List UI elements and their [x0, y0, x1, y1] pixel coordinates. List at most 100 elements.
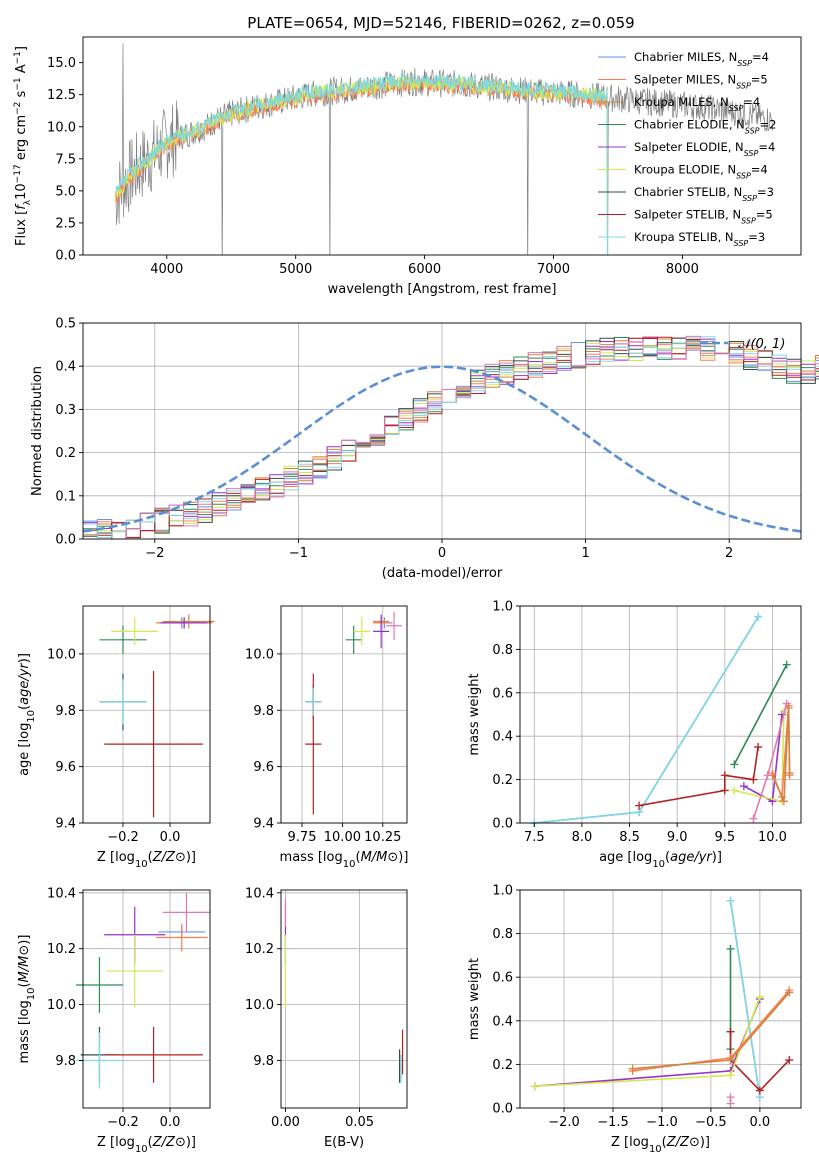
x-tick-label: −2 [145, 546, 164, 561]
y-tick-label: 0.4 [55, 360, 76, 375]
weight-marker [749, 814, 758, 823]
spectrum-model-line [114, 74, 609, 255]
y-tick-label: 0.6 [492, 971, 513, 986]
weight-line [729, 1031, 790, 1092]
weight-line [534, 996, 761, 1087]
y-axis-label: mass [log10(M/M⊙)] [17, 935, 37, 1064]
mass-vs-Z-panel: −0.2 0.0 9.8 10.0 10.2 10.4 Z [log10(Z/Z⊙)] mas… [17, 886, 211, 1155]
weight-marker [628, 1064, 637, 1073]
y-tick-label: 10.0 [245, 998, 274, 1013]
y-tick-label: 0.0 [492, 817, 513, 832]
x-axis-label: (data-model)/error [382, 566, 503, 581]
residuals-legend: 𝒩(0, 1) [700, 337, 785, 352]
weight-marker [755, 1086, 764, 1095]
x-axis-label: age [log10(age/yr)] [599, 850, 722, 870]
x-tick-label: 9.5 [714, 830, 735, 845]
weight-marker [635, 801, 644, 810]
y-tick-label: 10.0 [47, 647, 76, 662]
weight-line [534, 998, 761, 1087]
figure-title: PLATE=0654, MJD=52146, FIBERID=0262, z=0… [247, 14, 634, 32]
x-tick-label: 5000 [279, 262, 312, 277]
y-tick-label: 0.8 [492, 927, 513, 942]
x-tick-label: 0.0 [750, 1115, 771, 1130]
x-tick-label: 7.5 [524, 830, 545, 845]
axes-frame [280, 889, 408, 1109]
weight-line [638, 746, 759, 807]
grid [83, 890, 210, 1108]
weights-vs-age-panel: 7.5 8.0 8.5 9.0 9.5 10.0 0.0 0.2 0.4 0.6 0.8 1.0 age… [467, 600, 802, 870]
x-tick-label: −1 [289, 546, 308, 561]
legend-label: Salpeter MILES, NSSP=5 [634, 73, 768, 91]
residuals-panel: −2 −1 0 1 2 0.0 0.1 0.2 0.3 0.4 0.5 (data-model)/er… [30, 317, 819, 581]
y-tick-label: 10.0 [47, 120, 76, 135]
panels: 4000 5000 6000 7000 80000.02.55.07.510.012.5… [13, 36, 819, 1155]
y-tick-label: 10.0 [245, 647, 274, 662]
weight-marker [755, 992, 764, 1001]
y-tick-label: 0.6 [492, 686, 513, 701]
x-axis-label: Z [log10(Z/Z⊙)] [97, 850, 196, 870]
weight-marker [726, 1056, 735, 1065]
x-tick-label: 0.0 [160, 830, 181, 845]
x-axis-label: wavelength [Angstrom, rest frame] [328, 282, 557, 297]
x-tick-label: 0.0 [160, 1115, 181, 1130]
grid [83, 322, 801, 540]
y-tick-label: 0.0 [55, 533, 76, 548]
x-tick-label: −1.0 [646, 1115, 678, 1130]
weight-line [729, 900, 761, 1098]
y-tick-label: 9.6 [55, 760, 76, 775]
legend-label: Chabrier MILES, NSSP=4 [634, 50, 769, 68]
x-tick-label: 0 [438, 546, 446, 561]
y-tick-label: 0.4 [492, 730, 513, 745]
grid [520, 605, 801, 824]
x-axis-label: mass [log10(M/M⊙)] [280, 850, 409, 870]
legend-label: Chabrier ELODIE, NSSP=2 [634, 118, 776, 136]
legend-label: Chabrier STELIB, NSSP=3 [634, 185, 774, 203]
x-tick-label: −1.5 [597, 1115, 629, 1130]
gaussian-curve [82, 365, 802, 533]
axes-frame [82, 36, 802, 256]
weight-marker [730, 786, 739, 795]
y-tick-label: 12.5 [47, 88, 76, 103]
y-tick-label: 7.5 [55, 152, 76, 167]
mass-vs-EBV-panel: 0.00 0.05 9.8 10.0 10.2 10.4 E(B-V) [245, 886, 408, 1150]
x-tick-label: 9.75 [288, 830, 317, 845]
x-tick-label: −0.2 [107, 1115, 139, 1130]
x-tick-label: 2 [725, 546, 733, 561]
legend-label: Salpeter STELIB, NSSP=5 [634, 208, 773, 226]
y-tick-label: 10.2 [245, 942, 274, 957]
x-tick-label: 4000 [150, 262, 183, 277]
y-tick-label: 10.4 [245, 886, 274, 901]
y-tick-label: 15.0 [47, 56, 76, 71]
y-tick-label: 9.6 [253, 760, 274, 775]
axes-frame [82, 605, 211, 824]
weight-marker [726, 944, 735, 953]
y-tick-label: 9.8 [55, 1054, 76, 1069]
y-axis-label: mass weight [467, 958, 482, 1040]
weight-marker [782, 660, 791, 669]
weight-marker [720, 786, 729, 795]
axes-frame [519, 605, 802, 824]
spectrum-model-line [114, 74, 609, 255]
y-tick-label: 0.2 [492, 1058, 513, 1073]
y-tick-label: 9.4 [55, 817, 76, 832]
y-tick-label: 10.2 [47, 942, 76, 957]
y-tick-label: 0.5 [55, 317, 76, 332]
weight-marker [730, 760, 739, 769]
axes-frame [519, 889, 802, 1109]
weight-marker [782, 699, 791, 708]
y-tick-label: 10.4 [47, 886, 76, 901]
x-tick-label: 1 [581, 546, 589, 561]
weight-marker [754, 612, 763, 621]
legend-label: Kroupa MILES, NSSP=4 [634, 95, 760, 113]
y-axis-label: mass weight [467, 673, 482, 755]
weight-marker [726, 1093, 735, 1102]
y-tick-label: 2.5 [55, 216, 76, 231]
weight-marker [720, 771, 729, 780]
y-tick-label: 5.0 [55, 184, 76, 199]
weight-marker [785, 988, 794, 997]
weight-line [771, 707, 791, 802]
x-tick-label: 10.25 [364, 830, 401, 845]
x-tick-label: 0.05 [345, 1115, 374, 1130]
weight-marker [739, 782, 748, 791]
